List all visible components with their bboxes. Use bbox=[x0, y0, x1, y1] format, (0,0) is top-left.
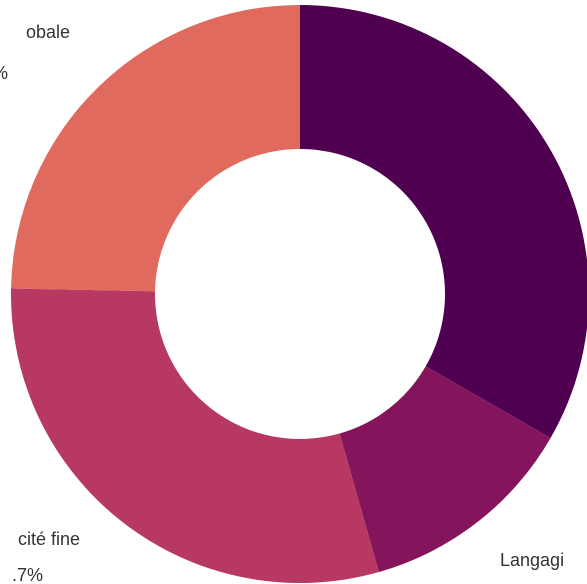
label-motricite-globale: obale bbox=[26, 22, 70, 42]
slices-layer bbox=[10, 5, 587, 583]
slice-motricit-fine bbox=[10, 288, 379, 583]
slice-langage bbox=[300, 5, 587, 438]
labels-layer: obale % cité fine .7% Langagi bbox=[0, 22, 564, 584]
value-motricite-fine: .7% bbox=[12, 565, 43, 584]
slice-motricit-globale bbox=[11, 5, 301, 292]
slice-langagi bbox=[339, 366, 551, 573]
label-langagi: Langagi bbox=[500, 550, 564, 570]
value-motricite-globale: % bbox=[0, 63, 8, 83]
label-motricite-fine: cité fine bbox=[18, 529, 80, 549]
